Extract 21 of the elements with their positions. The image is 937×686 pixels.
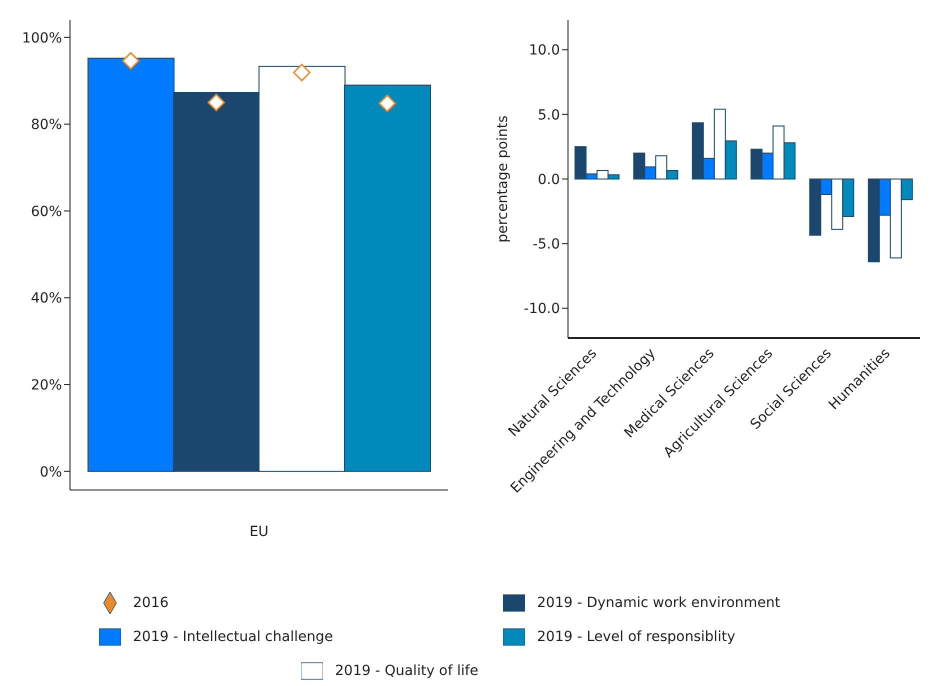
legend-label: 2019 - Intellectual challenge [132,628,334,647]
legend-label: 2019 - Level of responsiblity [536,628,736,647]
y-tick-label: 80% [30,117,62,134]
legend-label: 2016 [132,594,170,613]
y-tick-label: 40% [30,290,62,307]
y-tick-label: 10.0 [528,42,560,59]
point [122,52,140,70]
point [208,94,225,112]
legend-label: 2019 - Quality of life [334,662,480,681]
y-tick-label: 60% [30,204,62,220]
x-tick-label: EU [249,524,269,540]
legend-label: 2019 - Dynamic work environment [536,594,782,613]
y-axis-title: percentage points [494,115,511,243]
y-tick-label: 20% [30,378,62,394]
y-tick-label: 100% [22,30,62,46]
point [378,94,396,112]
y-tick-label: -10.0 [524,301,560,318]
y-tick-label: -5.0 [532,236,560,253]
y-tick-label: 0% [40,464,62,480]
y-tick-label: 0.0 [538,172,560,188]
y-tick-label: 5.0 [538,107,560,124]
